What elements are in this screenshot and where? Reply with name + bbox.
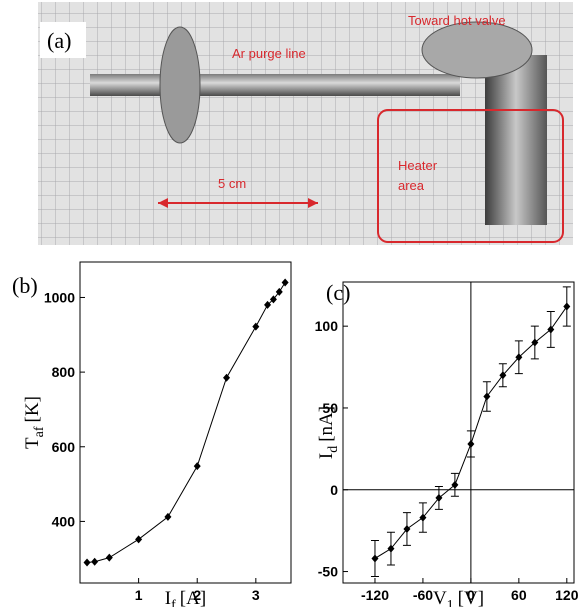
y-tick-label: 100 [315,318,339,334]
marker [467,439,475,448]
plot-frame [342,281,575,584]
axis-label: Id [nA] [316,406,341,459]
marker [451,480,459,489]
axis-label-main: I [316,453,337,459]
axis-label: If [A] [165,588,206,607]
y-tick-label: -50 [318,564,338,580]
top-flange [421,21,533,79]
x-tick-label: -120 [361,587,389,603]
marker [83,558,91,567]
marker [164,512,172,521]
annotation: area [398,178,425,193]
axis-label-main: V [433,588,447,607]
axis-label-unit: [K] [22,396,43,422]
marker [403,525,411,534]
heater-area-box [377,109,564,243]
axis-label-main: I [165,588,171,607]
photo: (a) Ar purge line Toward hot valve 5 cm … [38,2,573,245]
marker [269,295,277,304]
axis-label-sub: 1 [447,598,454,607]
annotation: Heater [398,158,438,173]
marker [281,278,289,287]
purge-tube [90,74,460,96]
annotation: Toward hot valve [408,13,506,28]
marker [371,554,379,563]
x-tick-label: -60 [413,587,433,603]
plot-frame [79,261,292,584]
marker [223,373,231,382]
marker [499,371,507,380]
axis-label-unit: [A] [180,588,206,607]
y-tick-label: 1000 [44,289,75,305]
label-box [40,22,86,58]
axis-label-sub: af [32,426,47,437]
axis-label-unit: [nA] [316,406,337,442]
y-tick-label: 0 [330,482,338,498]
annotation: 5 cm [218,176,246,191]
y-tick-label: 800 [52,364,76,380]
x-tick-label: 2 [193,587,201,603]
marker [135,535,143,544]
axis-label-sub: d [326,446,341,453]
marker [515,353,523,362]
x-tick-label: 60 [511,587,527,603]
panel-label: (a) [47,28,71,53]
y-tick-label: 600 [52,439,76,455]
marker [193,462,201,471]
marker [563,302,571,311]
marker [547,325,555,334]
panel-label: (c) [326,280,350,305]
x-tick-label: 1 [135,587,143,603]
x-tick-label: 120 [555,587,579,603]
y-tick-label: 400 [52,513,76,529]
marker [387,544,395,553]
annotation: Ar purge line [232,46,306,61]
axis-label: Taf [K] [22,396,47,449]
heater-body [485,55,547,225]
marker [435,493,443,502]
x-tick-label: 0 [467,587,475,603]
marker [252,322,260,331]
axis-label: V1 [V] [433,588,484,607]
marker [264,300,272,309]
marker [91,557,99,566]
panel-label: (b) [12,273,38,298]
axis-label-main: T [22,437,43,449]
marker [483,392,491,401]
marker [419,513,427,522]
axis-label-unit: [V] [458,588,484,607]
marker [275,287,283,296]
axis-label-sub: f [171,598,176,607]
y-tick-label: 50 [322,400,338,416]
flange [159,26,201,144]
marker [531,338,539,347]
x-tick-label: 3 [252,587,260,603]
marker [105,553,113,562]
